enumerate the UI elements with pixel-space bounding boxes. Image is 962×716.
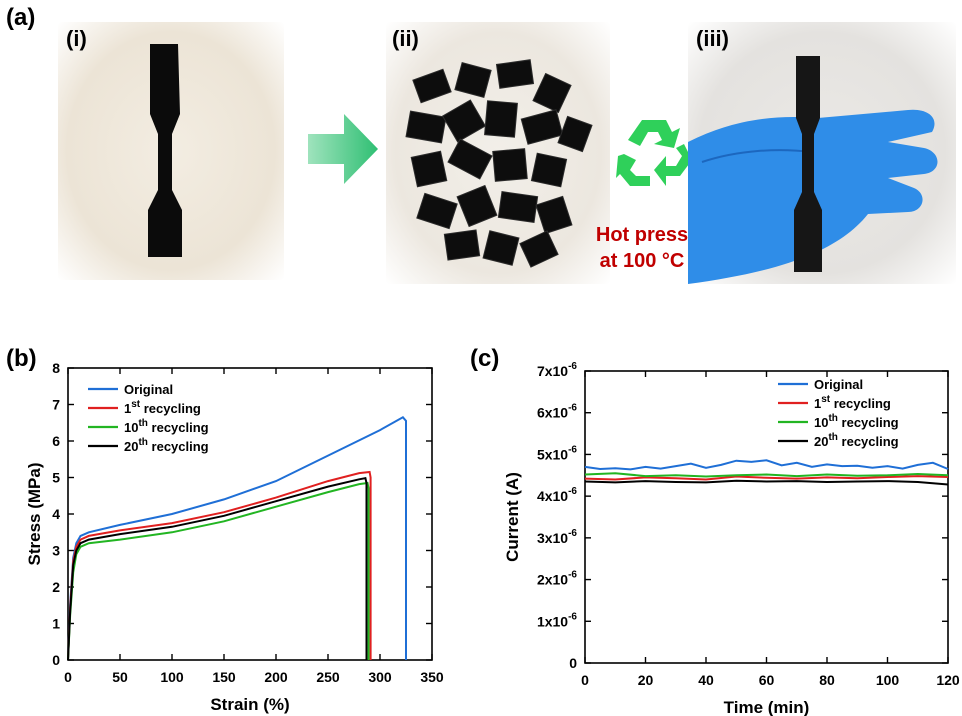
legend-label-3: 10th recycling xyxy=(814,413,899,430)
y-axis-label: Stress (MPa) xyxy=(25,463,44,566)
series-line-3 xyxy=(584,472,949,478)
panel-a-label: (a) xyxy=(6,4,36,31)
legend-label-1: Original xyxy=(124,382,173,397)
y-tick-label: 1x10-6 xyxy=(537,611,577,629)
recycle-icon xyxy=(616,120,692,186)
y-tick-label: 6x10-6 xyxy=(537,403,577,421)
y-tick-label: 2x10-6 xyxy=(537,570,577,588)
hot-press-line2: at 100 °C xyxy=(599,250,685,272)
hot-press-label: Hot press at 100 °C xyxy=(584,222,700,274)
hot-press-line1: Hot press xyxy=(595,224,689,246)
y-tick-label: 4x10-6 xyxy=(537,486,577,504)
y-tick-label: 2 xyxy=(52,579,60,595)
x-tick-label: 50 xyxy=(112,669,128,685)
sub-label-i: (i) xyxy=(66,26,87,51)
y-tick-label: 7 xyxy=(52,397,60,413)
series-line-1 xyxy=(67,416,407,661)
x-tick-label: 60 xyxy=(759,672,775,688)
y-tick-label: 1 xyxy=(52,616,60,632)
x-tick-label: 40 xyxy=(698,672,714,688)
legend-label-4: 20th recycling xyxy=(124,437,209,454)
legend-label-2: 1st recycling xyxy=(124,399,201,416)
x-tick-label: 120 xyxy=(936,672,960,688)
x-axis-label: Strain (%) xyxy=(210,695,289,714)
legend-label-4: 20th recycling xyxy=(814,432,899,449)
series-line-1 xyxy=(584,459,949,471)
x-tick-label: 300 xyxy=(368,669,392,685)
x-tick-label: 0 xyxy=(64,669,72,685)
y-tick-label: 0 xyxy=(569,655,577,671)
cut-pieces-image xyxy=(405,59,593,268)
x-tick-label: 100 xyxy=(160,669,184,685)
y-tick-label: 8 xyxy=(52,360,60,376)
chart-c-current-time: 0 20 40 60 80 100 120 0 1x10-6 2x10-6 3x10-6 4x10-6… xyxy=(503,361,960,716)
legend-label-2: 1st recycling xyxy=(814,394,891,411)
x-tick-label: 20 xyxy=(638,672,654,688)
photo-recycled-specimen xyxy=(688,22,956,284)
x-tick-label: 80 xyxy=(819,672,835,688)
y-tick-label: 3 xyxy=(52,543,60,559)
series-line-4 xyxy=(584,479,949,486)
dogbone-specimen-image xyxy=(148,44,182,257)
y-tick-label: 3x10-6 xyxy=(537,528,577,546)
x-tick-label: 350 xyxy=(420,669,444,685)
legend-label-3: 10th recycling xyxy=(124,418,209,435)
photo-dogbone-specimen xyxy=(58,22,284,280)
sub-label-iii: (iii) xyxy=(696,26,729,51)
y-tick-label: 6 xyxy=(52,433,60,449)
process-arrow-icon xyxy=(308,114,378,184)
chart-b-stress-strain: 0 50 100 150 200 250 300 350 0 1 2 3 4 5 6 7 8 Strain (%)… xyxy=(25,360,444,714)
photo-cut-pieces xyxy=(386,22,610,284)
legend-label-1: Original xyxy=(814,377,863,392)
x-axis-label: Time (min) xyxy=(724,698,810,716)
series-line-4 xyxy=(67,477,368,661)
y-tick-label: 5 xyxy=(52,470,60,486)
y-tick-label: 5x10-6 xyxy=(537,444,577,462)
x-tick-label: 0 xyxy=(581,672,589,688)
x-tick-label: 200 xyxy=(264,669,288,685)
glove-hand-image xyxy=(688,56,938,284)
series-line-2 xyxy=(584,475,949,481)
x-tick-label: 150 xyxy=(212,669,236,685)
series-line-3 xyxy=(67,481,370,661)
panel-b-label: (b) xyxy=(6,345,37,372)
y-tick-label: 0 xyxy=(52,652,60,668)
sub-label-ii: (ii) xyxy=(392,26,419,51)
y-tick-label: 4 xyxy=(52,506,60,522)
x-tick-label: 250 xyxy=(316,669,340,685)
x-tick-label: 100 xyxy=(876,672,900,688)
y-tick-label: 7x10-6 xyxy=(537,361,577,379)
y-axis-label: Current (A) xyxy=(503,472,522,562)
panel-c-label: (c) xyxy=(470,345,500,372)
